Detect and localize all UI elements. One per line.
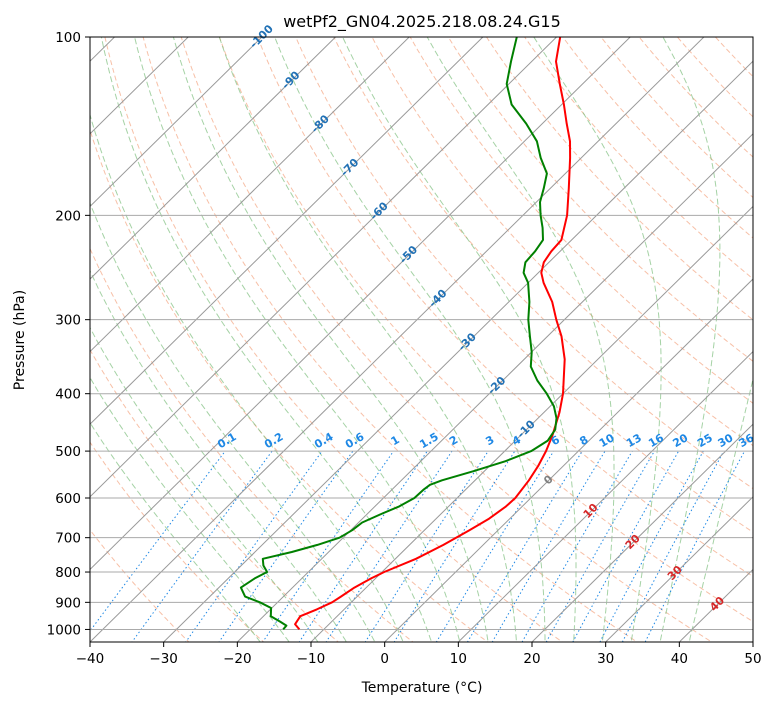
mixing-ratio-line xyxy=(466,450,583,642)
mixing-ratio-line xyxy=(599,450,704,642)
isotherm-line xyxy=(310,205,753,642)
dry-adiabat-line xyxy=(104,37,564,642)
x-tick-label: −30 xyxy=(149,651,178,667)
moist-adiabat-line xyxy=(342,37,577,642)
moist-adiabat-line xyxy=(533,37,662,642)
y-tick-label: 600 xyxy=(55,491,81,507)
x-tick-label: 30 xyxy=(597,651,614,667)
moist-adiabat-line xyxy=(90,113,404,642)
x-axis-label: Temperature (°C) xyxy=(361,680,483,696)
dewpoint-profile-line xyxy=(239,37,558,631)
y-tick-label: 900 xyxy=(55,595,81,611)
sounding-profiles xyxy=(239,37,572,631)
moist-adiabat-line xyxy=(172,37,489,642)
isotherm-line xyxy=(162,60,753,642)
y-tick-label: 500 xyxy=(55,444,81,460)
dry-adiabat-line xyxy=(295,37,753,533)
y-tick-label: 200 xyxy=(55,208,81,224)
dry-adiabat-line xyxy=(90,529,190,642)
dry-adiabat-line xyxy=(447,37,753,362)
x-tick-label: 0 xyxy=(380,651,389,667)
isotherm-line xyxy=(90,37,631,571)
moist-adiabat-line xyxy=(90,326,319,642)
isotherm-line xyxy=(90,37,337,280)
dry-adiabat-line xyxy=(256,37,753,578)
temperature-profile-line xyxy=(294,37,572,631)
isotherm-line xyxy=(90,37,705,642)
moist-adiabat-line xyxy=(134,37,461,642)
y-axis-label: Pressure (hPa) xyxy=(12,290,28,390)
mixing-ratio-line xyxy=(185,450,323,642)
mixing-ratio-line xyxy=(521,450,633,642)
x-tick-label: −10 xyxy=(297,651,326,667)
dry-adiabat-line xyxy=(180,37,713,642)
dry-adiabat-line xyxy=(142,37,638,642)
background-lines xyxy=(90,37,753,642)
isotherm-line xyxy=(383,278,753,642)
moist-adiabat-line xyxy=(90,421,261,642)
isotherm-line xyxy=(236,133,753,642)
y-tick-label: 300 xyxy=(55,313,81,329)
isotherm-line xyxy=(90,37,558,498)
x-tick-label: 10 xyxy=(450,651,467,667)
mixing-ratio-line xyxy=(90,450,226,632)
isotherm-line xyxy=(90,37,189,135)
dry-adiabat-line xyxy=(218,37,753,623)
dry-adiabat-line xyxy=(485,37,753,321)
mixing-ratio-line xyxy=(218,450,354,642)
pressure-grid xyxy=(90,37,753,630)
dry-adiabat-line xyxy=(371,37,753,447)
mixing-ratio-line xyxy=(621,450,725,642)
moist-adiabat-line xyxy=(426,37,615,642)
x-tick-label: 50 xyxy=(744,651,761,667)
isotherm-line xyxy=(90,37,484,425)
x-tick-label: 20 xyxy=(523,651,540,667)
moist-adiabat-line xyxy=(90,201,376,642)
isotherm-line xyxy=(604,496,753,642)
moist-adiabat-line xyxy=(90,376,290,642)
mixing-ratio-line xyxy=(393,450,516,642)
moist-adiabat-line xyxy=(274,37,546,642)
isotherm-line xyxy=(531,423,753,642)
isotherm-line xyxy=(457,350,753,642)
y-tick-label: 700 xyxy=(55,531,81,547)
dry-adiabat-line xyxy=(90,348,339,642)
isotherm-line xyxy=(90,37,410,353)
x-tick-label: −20 xyxy=(223,651,252,667)
isotherm-line xyxy=(90,37,263,208)
x-axis-ticks: −40 −30 −20 −10 0 10 20 30 40 50 xyxy=(76,642,762,667)
mixing-ratio-line xyxy=(131,450,273,642)
dry-adiabat-line xyxy=(90,247,414,642)
mixing-ratio-line xyxy=(298,450,428,642)
mixing-ratio-line xyxy=(435,450,555,642)
x-tick-label: −40 xyxy=(76,651,105,667)
moist-adiabat-line xyxy=(100,37,433,642)
y-tick-label: 100 xyxy=(55,30,81,46)
y-tick-label: 1000 xyxy=(47,622,81,638)
mixing-ratio-line xyxy=(325,450,453,642)
y-tick-label: 400 xyxy=(55,387,81,403)
x-tick-label: 40 xyxy=(671,651,688,667)
y-tick-label: 800 xyxy=(55,565,81,581)
mixing-ratio-line xyxy=(491,450,606,642)
y-axis-ticks: 1000 900 800 700 600 500 400 300 200 100 xyxy=(47,30,90,638)
plot-frame xyxy=(89,36,754,643)
moist-adiabat-line xyxy=(659,37,721,642)
chart-title: wetPf2_GN04.2025.218.08.24.G15 xyxy=(283,12,561,32)
